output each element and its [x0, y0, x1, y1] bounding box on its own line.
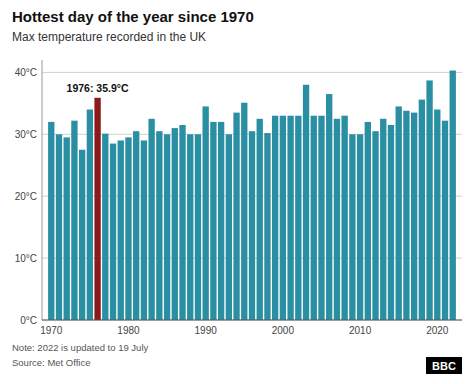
bar: [79, 150, 85, 320]
bar: [311, 116, 317, 320]
x-tick-label: 2000: [272, 325, 295, 336]
bar: [141, 140, 147, 320]
bar: [411, 113, 417, 320]
bar: [280, 116, 286, 320]
bar: [403, 111, 409, 320]
subtitle: Max temperature recorded in the UK: [12, 30, 206, 44]
bars: [48, 71, 456, 320]
bar: [318, 116, 324, 320]
x-tick-label: 1990: [195, 325, 218, 336]
bar: [450, 71, 456, 320]
x-tick-label: 2020: [426, 325, 449, 336]
bar: [218, 122, 224, 320]
bar: [303, 85, 309, 320]
y-tick-label: 30°C: [15, 129, 37, 140]
x-tick-label: 1970: [40, 325, 63, 336]
title: Hottest day of the year since 1970: [12, 8, 254, 25]
bar: [156, 131, 162, 320]
y-tick-label: 0°C: [20, 315, 37, 326]
x-tick-label: 1980: [117, 325, 140, 336]
source: Source: Met Office: [12, 357, 91, 368]
bar: [334, 119, 340, 320]
y-tick-label: 10°C: [15, 253, 37, 264]
bar: [249, 131, 255, 320]
logo: BBC: [432, 360, 456, 372]
y-axis-line: [42, 60, 43, 320]
bar: [172, 128, 178, 320]
bar: [125, 137, 131, 320]
y-tick-label: 20°C: [15, 191, 37, 202]
bar: [56, 134, 62, 320]
bar: [133, 131, 139, 320]
bar: [349, 134, 355, 320]
bar: [396, 106, 402, 320]
bar: [380, 119, 386, 320]
bar: [365, 122, 371, 320]
bar: [64, 137, 70, 320]
note: Note: 2022 is updated to 19 July: [12, 342, 149, 353]
bar: [287, 116, 293, 320]
bar: [148, 119, 154, 320]
grid-line: [42, 72, 462, 73]
bar: [257, 119, 263, 320]
bar: [48, 122, 54, 320]
x-axis-line: [42, 320, 462, 321]
bar: [102, 134, 108, 320]
bar: [264, 133, 270, 320]
grid: [42, 72, 462, 320]
bar: [187, 134, 193, 320]
bar: [442, 121, 448, 320]
bar: [71, 121, 77, 320]
bar: [341, 116, 347, 320]
bar: [210, 122, 216, 320]
chart: Hottest day of the year since 1970 Max te…: [0, 0, 474, 384]
annotation: 1976: 35.9°C: [67, 82, 129, 94]
bar: [434, 110, 440, 320]
bar: [419, 100, 425, 320]
bar: [179, 125, 185, 320]
bar: [110, 144, 116, 320]
logo-box: [426, 357, 462, 374]
grid-line: [42, 320, 462, 321]
bar: [226, 134, 232, 320]
bar: [357, 134, 363, 320]
bar: [326, 94, 332, 320]
y-tick-label: 40°C: [15, 67, 37, 78]
bar: [272, 116, 278, 320]
bar: [388, 125, 394, 320]
bar: [118, 140, 124, 320]
bar: [94, 98, 100, 320]
x-tick-label: 2010: [349, 325, 372, 336]
bar: [195, 134, 201, 320]
bar: [372, 131, 378, 320]
bar: [87, 110, 93, 320]
bar: [233, 113, 239, 320]
bar: [241, 103, 247, 320]
bar: [203, 106, 209, 320]
bar: [426, 80, 432, 320]
bar: [295, 116, 301, 320]
bar: [164, 134, 170, 320]
